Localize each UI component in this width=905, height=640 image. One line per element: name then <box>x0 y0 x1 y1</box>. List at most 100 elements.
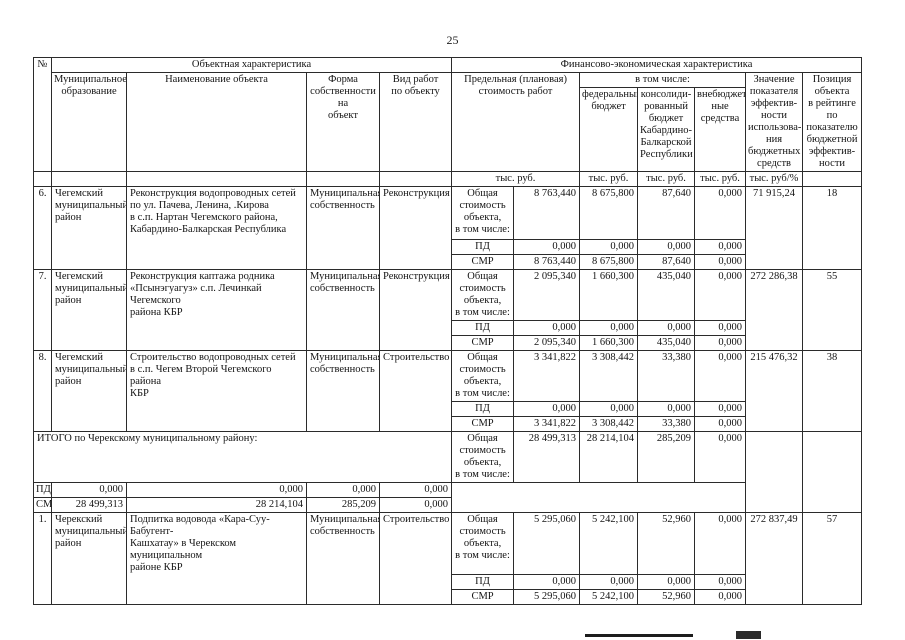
page-number: 25 <box>446 33 459 47</box>
municipality-cell: Черекский муниципальный район <box>51 512 127 605</box>
report-table: № Объектная характеристика Финансово-эко… <box>32 57 863 605</box>
money-cell-consolidated: 0,000 <box>637 401 696 417</box>
efficiency-cell: 272 837,49 <box>745 512 804 605</box>
col-header-num: № <box>33 57 52 172</box>
money-cell-consolidated: 87,640 <box>637 186 696 240</box>
cost-structure-label: Общая стоимость объекта, в том числе: <box>451 431 515 483</box>
money-cell-federal: 0,000 <box>579 574 639 590</box>
row-number: 6. <box>33 186 52 270</box>
unit-cell-federal: тыс. руб. <box>579 171 639 187</box>
rating-cell: 38 <box>802 350 863 432</box>
money-cell-federal: 0,000 <box>579 320 639 336</box>
money-cell-federal: 0,000 <box>126 482 307 498</box>
col-header-municipality: Муниципальное образование <box>51 72 127 172</box>
smr-row-label: СМР <box>451 335 515 351</box>
work-type-cell: Строительство <box>378 512 453 605</box>
money-cell-federal: 8 675,800 <box>579 254 639 270</box>
money-cell-consolidated: 52,960 <box>637 512 696 575</box>
rating-cell: 18 <box>802 186 863 270</box>
unit-cell-cost: тыс. руб. <box>451 171 581 187</box>
ownership-cell: Муниципальная собственность <box>306 350 380 432</box>
money-cell-consolidated: 285,209 <box>637 431 696 483</box>
empty-cell <box>378 171 453 187</box>
money-cell-federal: 5 242,100 <box>579 589 639 605</box>
rating-cell: 55 <box>802 269 863 351</box>
col-header-including: в том числе: <box>579 72 747 88</box>
cost-structure-label: Общая стоимость объекта, в том числе: <box>451 269 515 321</box>
money-cell-total: 2 095,340 <box>513 269 581 321</box>
money-cell-extra: 0,000 <box>694 254 747 270</box>
money-cell-consolidated: 285,209 <box>306 497 380 513</box>
money-cell-consolidated: 435,040 <box>637 269 696 321</box>
money-cell-extra: 0,000 <box>694 335 747 351</box>
smr-row-label: СМР <box>451 589 515 605</box>
smr-row-label: СМР <box>451 416 515 432</box>
money-cell-extra: 0,000 <box>694 589 747 605</box>
efficiency-cell: 71 915,24 <box>745 186 804 270</box>
money-cell-total: 8 763,440 <box>513 186 581 240</box>
money-cell-extra: 0,000 <box>378 497 453 513</box>
col-header-planned-cost: Предельная (плановая) стоимость работ <box>451 72 581 172</box>
money-cell-federal: 28 214,104 <box>126 497 307 513</box>
money-cell-federal: 3 308,442 <box>579 350 639 402</box>
cost-structure-label: Общая стоимость объекта, в том числе: <box>451 512 515 575</box>
scan-artifact-blob <box>736 631 761 639</box>
money-cell-extra: 0,000 <box>694 431 747 483</box>
efficiency-cell: 272 286,38 <box>745 269 804 351</box>
money-cell-consolidated: 33,380 <box>637 416 696 432</box>
money-cell-total: 5 295,060 <box>513 512 581 575</box>
money-cell-federal: 0,000 <box>579 239 639 255</box>
money-cell-extra: 0,000 <box>694 512 747 575</box>
money-cell-extra: 0,000 <box>694 269 747 321</box>
money-cell-federal: 3 308,442 <box>579 416 639 432</box>
efficiency-cell: 215 476,32 <box>745 350 804 432</box>
empty-cell <box>126 171 307 187</box>
money-cell-total: 28 499,313 <box>513 431 581 483</box>
money-cell-consolidated: 0,000 <box>637 320 696 336</box>
object-name-cell: Подпитка водовода «Кара-Суу-Бабугент- Ка… <box>126 512 307 605</box>
pd-row-label: ПД <box>451 401 515 417</box>
empty-cell <box>33 171 52 187</box>
municipality-cell: Чегемский муниципальный район <box>51 269 127 351</box>
object-name-cell: Реконструкция каптажа родника «Псынэгуаг… <box>126 269 307 351</box>
money-cell-extra: 0,000 <box>694 320 747 336</box>
cost-structure-label: Общая стоимость объекта, в том числе: <box>451 350 515 402</box>
object-name-cell: Реконструкция водопроводных сетей по ул.… <box>126 186 307 270</box>
empty-cell <box>802 171 863 187</box>
money-cell-consolidated: 33,380 <box>637 350 696 402</box>
municipality-cell: Чегемский муниципальный район <box>51 350 127 432</box>
money-cell-extra: 0,000 <box>694 574 747 590</box>
money-cell-consolidated: 87,640 <box>637 254 696 270</box>
scan-artifact-line <box>585 634 693 637</box>
money-cell-total: 5 295,060 <box>513 589 581 605</box>
col-header-extra-budget: внебюджет- ные средства <box>694 87 747 172</box>
unit-cell-extra: тыс. руб. <box>694 171 747 187</box>
money-cell-consolidated: 52,960 <box>637 589 696 605</box>
empty-cell <box>51 171 127 187</box>
money-cell-federal: 0,000 <box>579 401 639 417</box>
money-cell-extra: 0,000 <box>378 482 453 498</box>
money-cell-total: 28 499,313 <box>51 497 127 513</box>
pd-row-label: ПД <box>451 239 515 255</box>
col-header-consolidated-budget: консолиди- рованный бюджет Кабардино- Ба… <box>637 87 696 172</box>
rating-cell: 57 <box>802 512 863 605</box>
unit-cell-consolidated: тыс. руб. <box>637 171 696 187</box>
money-cell-total: 8 763,440 <box>513 254 581 270</box>
money-cell-extra: 0,000 <box>694 186 747 240</box>
col-header-work-type: Вид работ по объекту <box>378 72 453 172</box>
money-cell-consolidated: 435,040 <box>637 335 696 351</box>
money-cell-consolidated: 0,000 <box>306 482 380 498</box>
money-cell-extra: 0,000 <box>694 416 747 432</box>
money-cell-federal: 28 214,104 <box>579 431 639 483</box>
money-cell-consolidated: 0,000 <box>637 574 696 590</box>
money-cell-federal: 8 675,800 <box>579 186 639 240</box>
money-cell-total: 3 341,822 <box>513 350 581 402</box>
work-type-cell: Реконструкция <box>378 186 453 270</box>
col-header-federal-budget: федеральный бюджет <box>579 87 639 172</box>
work-type-cell: Реконструкция <box>378 269 453 351</box>
object-name-cell: Строительство водопроводных сетей в с.п.… <box>126 350 307 432</box>
money-cell-federal: 1 660,300 <box>579 269 639 321</box>
pd-row-label: ПД <box>33 482 52 498</box>
group-header-object: Объектная характеристика <box>50 57 453 73</box>
